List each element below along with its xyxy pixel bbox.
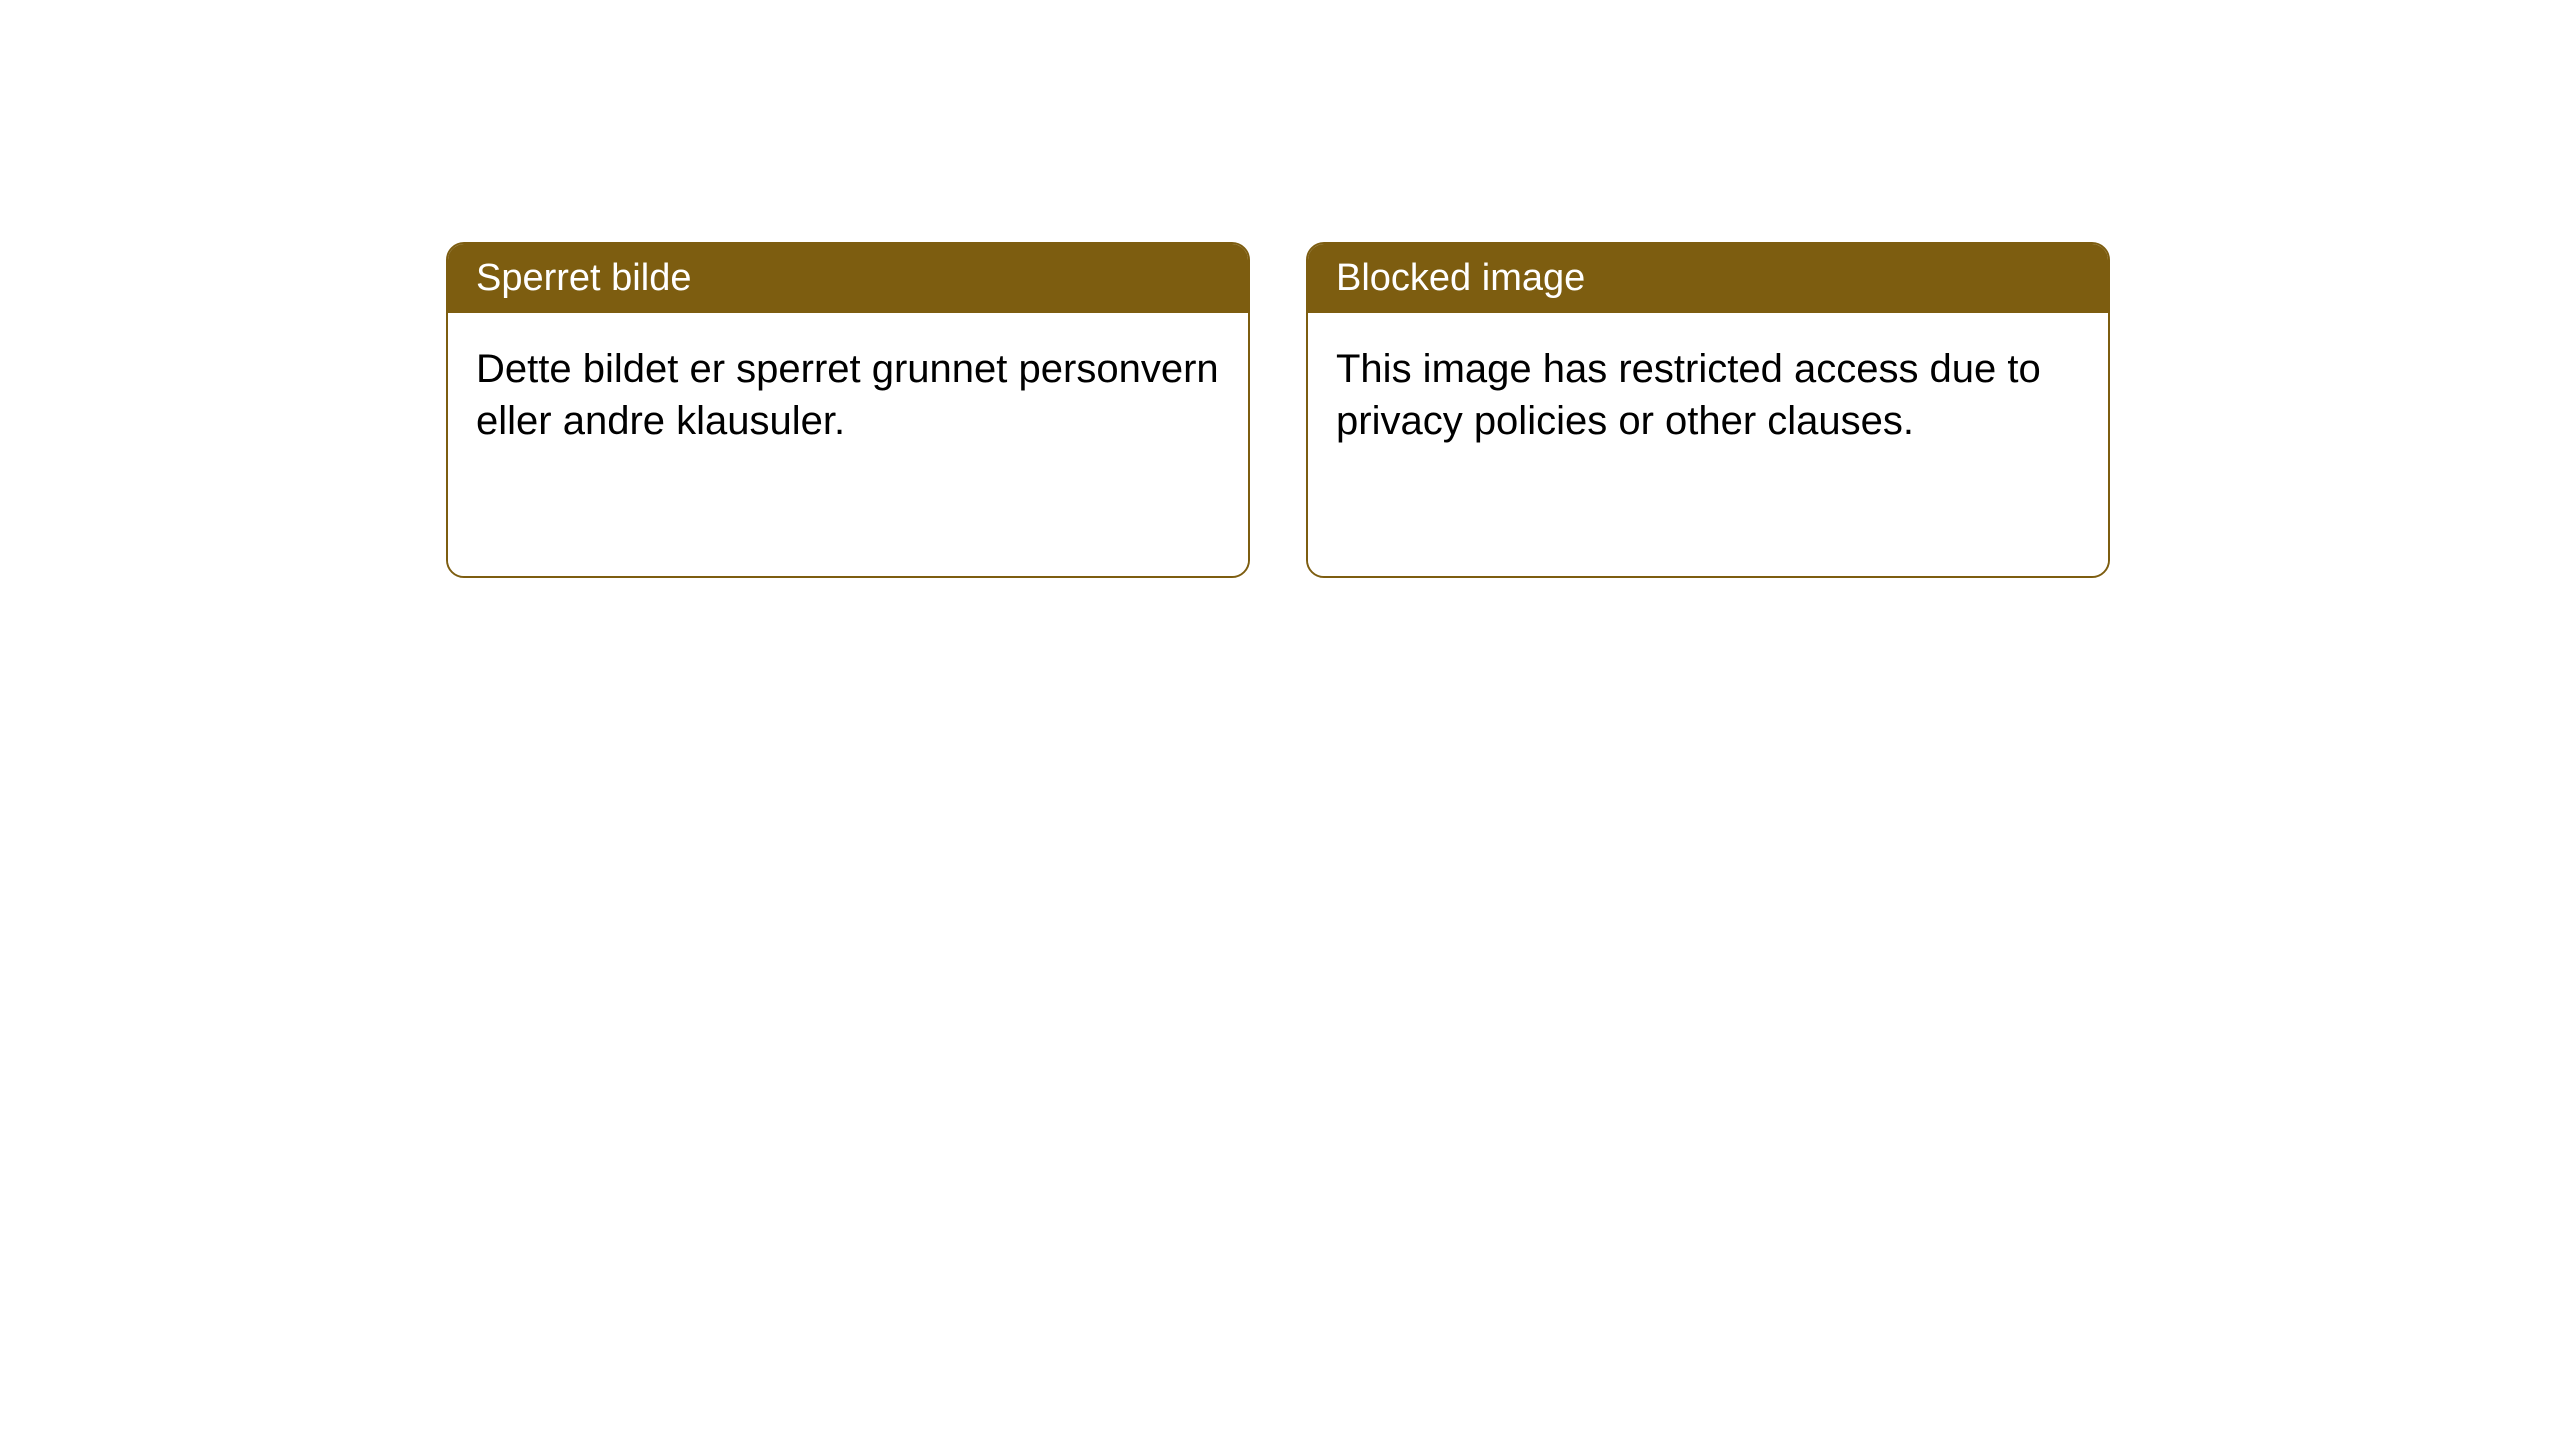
notice-title: Blocked image [1308, 244, 2108, 313]
notice-title: Sperret bilde [448, 244, 1248, 313]
notice-card-english: Blocked image This image has restricted … [1306, 242, 2110, 578]
notice-card-norwegian: Sperret bilde Dette bildet er sperret gr… [446, 242, 1250, 578]
notice-body: This image has restricted access due to … [1308, 313, 2108, 576]
notice-body: Dette bildet er sperret grunnet personve… [448, 313, 1248, 576]
notice-container: Sperret bilde Dette bildet er sperret gr… [0, 0, 2560, 578]
